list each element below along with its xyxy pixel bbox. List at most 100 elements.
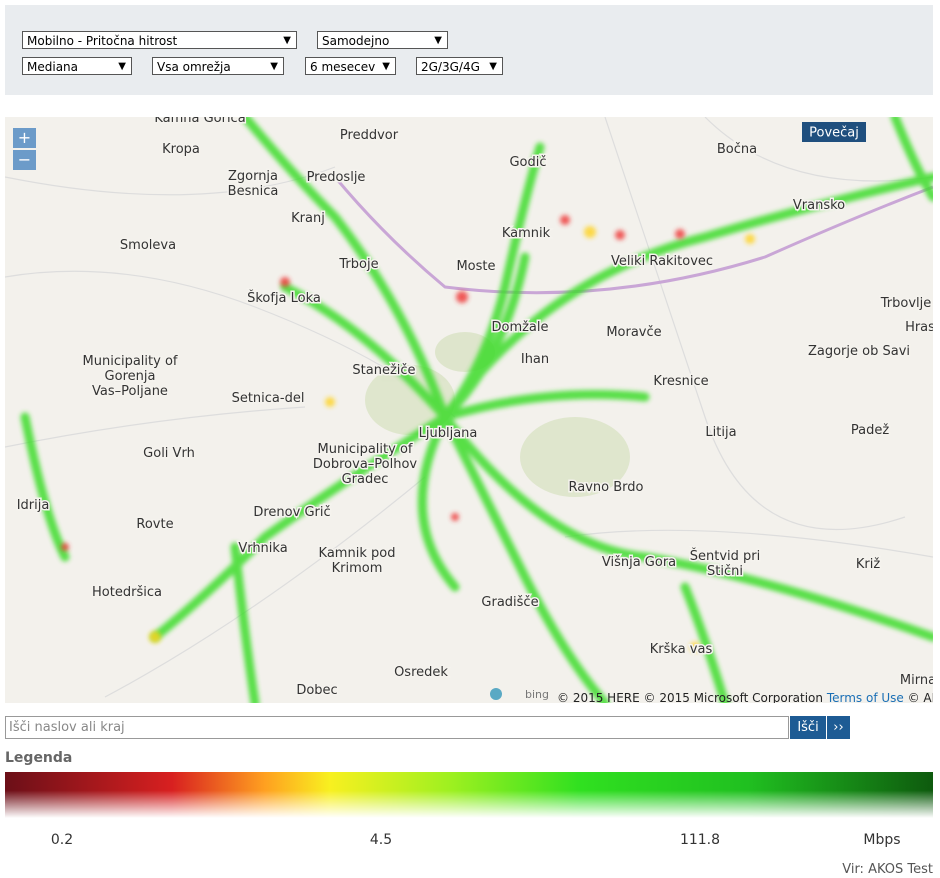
slow-spots bbox=[61, 215, 685, 551]
place-label-line: Predoslje bbox=[307, 170, 366, 185]
enlarge-label: Povečaj bbox=[809, 126, 859, 141]
map[interactable]: Kamna Gorica Preddvor Kropa Bočna Zgornja Bes… bbox=[5, 117, 933, 703]
place-label: Padež bbox=[851, 423, 889, 438]
place-label-line: Idrija bbox=[17, 498, 50, 513]
attribution-provider: bing bbox=[525, 688, 549, 701]
dropdown[interactable]: 2G/3G/4G ▼ bbox=[416, 57, 503, 75]
place-label-line: Goli Vrh bbox=[143, 446, 195, 461]
place-label: Trbovlje bbox=[880, 296, 932, 311]
place-label-line: Besnica bbox=[228, 184, 279, 199]
place-label-line: Gradec bbox=[342, 472, 389, 487]
dropdown-text: Vsa omrežja bbox=[157, 60, 231, 74]
place-label-line: Zagorje ob Savi bbox=[808, 344, 910, 359]
map-labels: Kamna Gorica Preddvor Kropa Bočna Zgornja Bes… bbox=[15, 117, 933, 700]
dropdown-text: Samodejno bbox=[322, 34, 390, 48]
place-label-line: Municipality of bbox=[318, 442, 413, 457]
zoom-in-label: + bbox=[18, 128, 31, 147]
place-label-line: Hras bbox=[905, 320, 933, 335]
place-label-line: Setnica-del bbox=[232, 391, 305, 406]
place-label: Kamnik pod Krimom bbox=[319, 546, 396, 576]
place-label: Kamna Gorica bbox=[154, 117, 245, 126]
place-label-line: Dobec bbox=[296, 683, 337, 698]
place-label: Krška vas bbox=[650, 642, 713, 657]
place-label-line: Stični bbox=[707, 564, 743, 579]
place-label: Ljubljana bbox=[419, 426, 478, 441]
place-label-line: Drenov Grič bbox=[253, 505, 330, 520]
place-label-line: Ravno Brdo bbox=[569, 480, 644, 495]
place-label-line: Moste bbox=[456, 259, 495, 274]
place-label-line: Višnja Gora bbox=[602, 555, 676, 570]
place-label-line: Osredek bbox=[394, 665, 448, 680]
place-label: Škofja Loka bbox=[247, 290, 321, 306]
legend-tick: 0.2 bbox=[50, 832, 74, 848]
place-label-line: Domžale bbox=[491, 320, 548, 335]
place-label: Kresnice bbox=[653, 374, 708, 389]
zoom-out-label: − bbox=[18, 150, 31, 169]
place-label: Zgornja Besnica bbox=[228, 169, 279, 199]
dropdown-text: Mediana bbox=[27, 60, 78, 74]
place-label: Drenov Grič bbox=[253, 505, 330, 520]
place-label-line: Krška vas bbox=[650, 642, 713, 657]
coverage-roads bbox=[20, 117, 933, 703]
place-label-line: Municipality of bbox=[83, 354, 178, 369]
place-label: Litija bbox=[705, 425, 736, 440]
place-label-line: Ljubljana bbox=[419, 426, 478, 441]
place-label: Mirna bbox=[900, 673, 933, 688]
place-label: Moravče bbox=[606, 325, 661, 340]
medium-spots bbox=[149, 226, 755, 652]
place-label: Zagorje ob Savi bbox=[808, 344, 910, 359]
place-label: Setnica-del bbox=[232, 391, 305, 406]
place-label: Idrija bbox=[17, 498, 50, 513]
place-label: Municipality of Gorenja Vas–Poljane bbox=[83, 354, 178, 399]
place-label-line: Stanežiče bbox=[352, 363, 415, 378]
place-label: Veliki Rakitovec bbox=[611, 254, 713, 269]
terms-link[interactable]: Terms of Use bbox=[826, 691, 904, 703]
place-label-line: Bočna bbox=[717, 142, 757, 157]
zoom-out[interactable] bbox=[13, 150, 36, 170]
legend-unit: Mbps bbox=[863, 832, 901, 848]
place-label-line: Kresnice bbox=[653, 374, 708, 389]
place-label: Kranj bbox=[291, 211, 325, 226]
place-label: Ravno Brdo bbox=[569, 480, 644, 495]
dropdown[interactable]: Mobilno - Pritočna hitrost ▼ bbox=[22, 31, 297, 49]
place-label-line: Dobrova–Polhov bbox=[313, 457, 418, 472]
place-label: Stanežiče bbox=[352, 363, 415, 378]
place-label: Vransko bbox=[793, 198, 845, 213]
zoom-in[interactable] bbox=[13, 128, 36, 148]
place-label: Hras bbox=[905, 320, 933, 335]
place-label-line: Zgornja bbox=[228, 169, 278, 184]
place-label-line: Kamnik pod bbox=[319, 546, 396, 561]
place-label-line: Vas–Poljane bbox=[92, 384, 168, 399]
place-label-line: Smoleva bbox=[120, 238, 176, 253]
dropdown[interactable]: Mediana ▼ bbox=[22, 57, 132, 75]
place-label-line: Kamna Gorica bbox=[154, 117, 245, 126]
place-label: Bočna bbox=[717, 142, 757, 157]
place-label: Moste bbox=[456, 259, 495, 274]
place-label-line: Gorenja bbox=[105, 369, 156, 384]
enlarge-button[interactable] bbox=[802, 122, 866, 142]
legend-tick: 4.5 bbox=[369, 832, 393, 848]
search-button[interactable]: Išči bbox=[790, 716, 826, 739]
dropdown[interactable]: Samodejno ▼ bbox=[317, 31, 448, 49]
attribution: © 2015 HERE © 2015 Microsoft Corporation… bbox=[557, 691, 933, 703]
place-label-line: Kamnik bbox=[502, 226, 551, 241]
place-label: Goli Vrh bbox=[143, 446, 195, 461]
place-label: Godič bbox=[509, 155, 546, 170]
search-input[interactable]: Išči naslov ali kraj bbox=[5, 716, 789, 739]
bing-logo bbox=[490, 688, 502, 700]
place-label-line: Kropa bbox=[162, 142, 200, 157]
place-label-line: Padež bbox=[851, 423, 889, 438]
dropdown[interactable]: 6 mesecev ▼ bbox=[305, 57, 396, 75]
attribution-extra: © AND bbox=[908, 691, 933, 703]
place-label: Smoleva bbox=[120, 238, 176, 253]
dropdown[interactable]: Vsa omrežja ▼ bbox=[152, 57, 284, 75]
place-label-line: Ihan bbox=[521, 352, 549, 367]
more-button[interactable]: ›› bbox=[827, 716, 850, 739]
search-placeholder: Išči naslov ali kraj bbox=[9, 720, 125, 735]
place-label-line: Trboje bbox=[338, 257, 378, 272]
place-label-line: Rovte bbox=[136, 517, 173, 532]
place-label: Šentvid pri Stični bbox=[690, 548, 760, 579]
place-label-line: Mirna bbox=[900, 673, 933, 688]
dropdown-text: 2G/3G/4G bbox=[421, 60, 480, 74]
place-label: Rovte bbox=[136, 517, 173, 532]
